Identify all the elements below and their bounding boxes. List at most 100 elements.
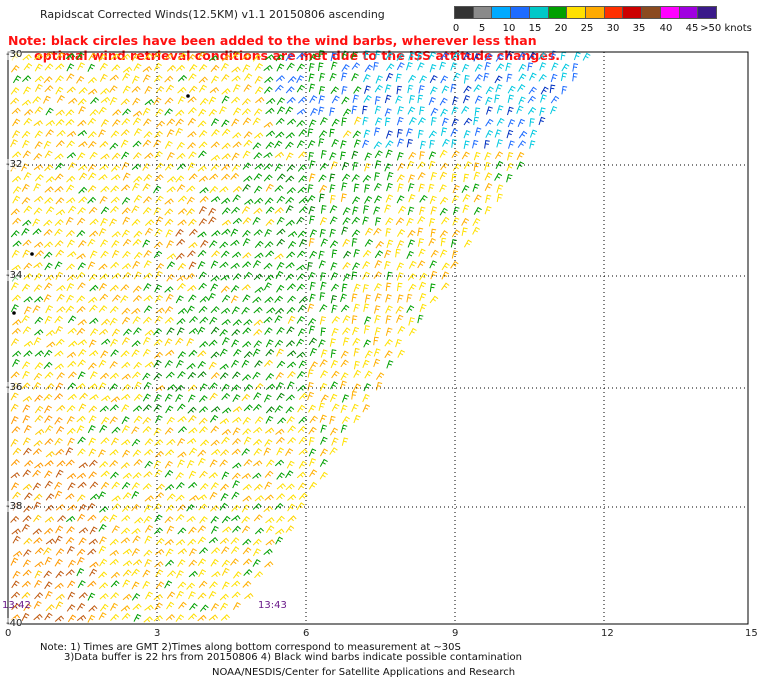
wind-barb bbox=[121, 481, 131, 490]
wind-barb bbox=[133, 63, 142, 71]
wind-barb bbox=[242, 252, 252, 259]
wind-barb bbox=[43, 349, 53, 358]
wind-barb bbox=[198, 406, 209, 413]
wind-barb bbox=[352, 130, 361, 139]
wind-barb bbox=[132, 535, 141, 544]
wind-barb bbox=[419, 303, 427, 313]
wind-barb bbox=[197, 261, 206, 270]
wind-barb bbox=[189, 494, 199, 501]
wind-barb bbox=[307, 391, 315, 401]
wind-barb bbox=[111, 164, 120, 172]
wind-barb bbox=[99, 515, 109, 523]
wind-barb bbox=[21, 227, 30, 236]
wind-barb bbox=[178, 52, 187, 60]
wind-barb bbox=[10, 403, 19, 412]
wind-barb bbox=[100, 217, 108, 227]
wind-barb bbox=[10, 97, 20, 105]
lat-tick-label: -34 bbox=[6, 270, 23, 281]
wind-barb bbox=[22, 469, 31, 477]
wind-barb bbox=[298, 96, 308, 104]
wind-barb bbox=[342, 337, 350, 346]
wind-barb bbox=[330, 86, 339, 94]
wind-barb bbox=[231, 152, 240, 161]
wind-barb bbox=[66, 294, 74, 303]
wind-barb bbox=[441, 271, 449, 280]
wind-barb bbox=[12, 217, 22, 225]
wind-barb bbox=[362, 116, 369, 126]
wind-barb bbox=[264, 86, 273, 94]
wind-barb bbox=[275, 428, 285, 435]
wind-barb bbox=[100, 153, 110, 160]
wind-barb bbox=[199, 482, 209, 491]
wind-barb bbox=[538, 52, 547, 60]
wind-barb bbox=[508, 140, 515, 149]
wind-barb bbox=[65, 109, 75, 117]
wind-barb bbox=[374, 96, 381, 105]
wind-barb bbox=[111, 272, 121, 280]
wind-barb bbox=[274, 163, 283, 172]
wind-barb bbox=[221, 119, 230, 128]
wind-barb bbox=[296, 338, 305, 347]
wind-barb bbox=[199, 516, 208, 524]
wind-barb bbox=[11, 580, 20, 589]
wind-barb bbox=[529, 129, 538, 138]
wind-barb bbox=[142, 107, 151, 116]
wind-barb bbox=[121, 337, 130, 345]
wind-barb bbox=[219, 537, 230, 545]
wind-barb bbox=[21, 130, 31, 139]
wind-barb bbox=[210, 482, 219, 490]
wind-barb bbox=[109, 317, 118, 326]
wind-barb bbox=[10, 557, 19, 566]
wind-barb bbox=[109, 383, 119, 391]
wind-barb bbox=[54, 535, 63, 544]
wind-barb bbox=[297, 482, 307, 491]
wind-barb bbox=[265, 539, 275, 546]
wind-barb bbox=[199, 426, 208, 434]
wind-barb bbox=[54, 153, 64, 160]
wind-barb bbox=[375, 217, 382, 226]
wind-barb bbox=[341, 226, 349, 235]
wind-barb bbox=[307, 303, 315, 312]
wind-barb bbox=[329, 228, 336, 238]
wind-barb bbox=[538, 73, 547, 82]
wind-barb bbox=[472, 218, 481, 227]
wind-barb bbox=[110, 53, 120, 60]
wind-barb bbox=[101, 395, 111, 402]
wind-barb bbox=[494, 151, 504, 160]
wind-barb bbox=[230, 295, 239, 304]
wind-barb bbox=[296, 140, 305, 149]
wind-barb bbox=[275, 131, 285, 139]
wind-barb bbox=[89, 481, 99, 489]
wind-barb bbox=[88, 437, 97, 446]
wind-barb bbox=[68, 340, 78, 348]
wind-barb bbox=[55, 271, 64, 280]
wind-barb bbox=[110, 437, 119, 446]
wind-barb bbox=[153, 615, 163, 622]
wind-barb bbox=[439, 97, 448, 106]
wind-barb bbox=[308, 325, 316, 334]
wind-barb bbox=[210, 351, 220, 359]
wind-barb bbox=[231, 491, 240, 500]
wind-barb bbox=[241, 206, 250, 214]
wind-barb bbox=[153, 593, 163, 601]
wind-barb bbox=[143, 260, 152, 269]
wind-barb bbox=[89, 317, 99, 325]
wind-barb bbox=[153, 74, 163, 83]
wind-barb bbox=[319, 184, 328, 193]
note-line-1: Note: black circles have been added to t… bbox=[8, 33, 537, 48]
wind-barb bbox=[132, 117, 142, 126]
wind-barb bbox=[462, 194, 471, 203]
wind-barb bbox=[57, 515, 67, 523]
wind-barb bbox=[187, 96, 197, 103]
wind-barb bbox=[342, 108, 352, 117]
wind-barb bbox=[10, 87, 20, 95]
wind-barb bbox=[351, 403, 359, 412]
wind-barb bbox=[395, 217, 405, 226]
wind-barb bbox=[56, 284, 66, 292]
wind-barb bbox=[78, 141, 88, 148]
wind-barb bbox=[286, 326, 295, 334]
wind-barb bbox=[274, 84, 284, 92]
wind-barb bbox=[418, 85, 425, 94]
wind-barb bbox=[98, 359, 107, 368]
wind-barb bbox=[66, 263, 75, 271]
